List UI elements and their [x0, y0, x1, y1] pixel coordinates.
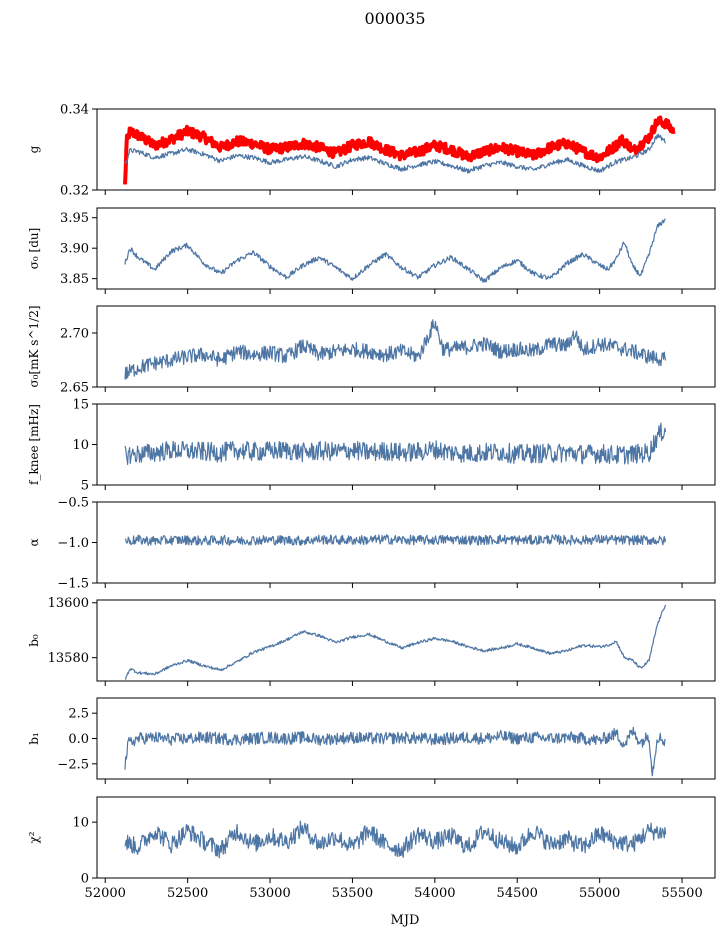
panel-2: 3.95 3.90 3.85 σ₀ [du] [27, 207, 716, 294]
panel-5: −0.5 −1.0 −1.5 α [27, 496, 716, 592]
series-line-1-2 [124, 133, 667, 174]
panel-6: 13600 13580 b₀ [27, 596, 716, 686]
y-tick-label: 2.70 [60, 327, 89, 342]
y-axis-label: b₁ [27, 732, 41, 745]
y-axis-label: α [27, 538, 41, 546]
panel-frame [96, 108, 716, 191]
series-line-5-1 [124, 534, 667, 546]
y-tick-label: 0.34 [60, 103, 89, 118]
series-line-6-1 [125, 604, 667, 680]
x-tick-label: 54000 [414, 886, 455, 901]
y-tick-label: −1.5 [57, 577, 89, 592]
figure-title: 000035 [364, 9, 425, 28]
y-tick-label: 0 [81, 872, 89, 887]
y-tick-label: −0.5 [57, 496, 89, 511]
series-line-3-1 [124, 319, 667, 380]
panels-group: 0.34 0.32 g 3.95 3.90 3.85 σ₀ [du] 2.70 2.65 σ₀[m… [27, 103, 716, 901]
series-line-2-1 [124, 218, 666, 283]
x-tick-label: 54500 [497, 886, 538, 901]
y-axis-label: f_knee [mHz] [27, 404, 41, 485]
y-tick-label: 2.5 [68, 707, 89, 722]
panel-4: 15 10 5 f_knee [mHz] [27, 398, 716, 494]
y-tick-label: 15 [72, 398, 89, 413]
x-tick-label: 53000 [249, 886, 290, 901]
x-tick-label: 53500 [332, 886, 373, 901]
x-tick-label: 55500 [661, 886, 702, 901]
series-line-4-1 [124, 422, 667, 466]
series-line-8-1 [124, 820, 667, 859]
series-line-1-1 [123, 115, 676, 185]
panel-frame [96, 796, 716, 879]
y-tick-label: −2.5 [57, 757, 89, 772]
y-tick-label: 3.85 [60, 272, 89, 287]
y-tick-label: 0.32 [60, 184, 89, 199]
y-axis-label: σ₀[mK s^1/2] [27, 305, 41, 387]
y-tick-label: 13580 [48, 651, 89, 666]
panel-8: 10 0 χ² 52000 52500 53000 53500 54000 54500 55000… [27, 796, 716, 901]
panel-1: 0.34 0.32 g [27, 103, 716, 199]
y-axis-label: g [27, 145, 41, 153]
y-tick-label: −1.0 [57, 536, 89, 551]
y-tick-label: 5 [81, 479, 89, 494]
y-axis-label: χ² [27, 831, 41, 843]
x-tick-label: 52500 [167, 886, 208, 901]
y-tick-label: 3.95 [60, 211, 89, 226]
x-tick-label: 52000 [85, 886, 126, 901]
panel-frame [96, 403, 716, 486]
series-line-7-1 [124, 726, 666, 777]
y-tick-label: 2.65 [60, 381, 89, 396]
x-tick-label: 55000 [579, 886, 620, 901]
x-axis-label: MJD [391, 913, 420, 928]
y-axis-label: b₀ [27, 634, 41, 647]
panel-frame [96, 305, 716, 388]
y-tick-label: 3.90 [60, 242, 89, 257]
panel-frame [96, 599, 716, 682]
y-tick-label: 0.0 [68, 732, 89, 747]
y-tick-label: 13600 [48, 596, 89, 611]
y-tick-label: 10 [72, 438, 89, 453]
y-tick-label: 10 [72, 816, 89, 831]
y-axis-label: σ₀ [du] [27, 228, 41, 270]
panel-7: 2.5 0.0 −2.5 b₁ [27, 697, 716, 784]
panel-3: 2.70 2.65 σ₀[mK s^1/2] [27, 305, 716, 396]
